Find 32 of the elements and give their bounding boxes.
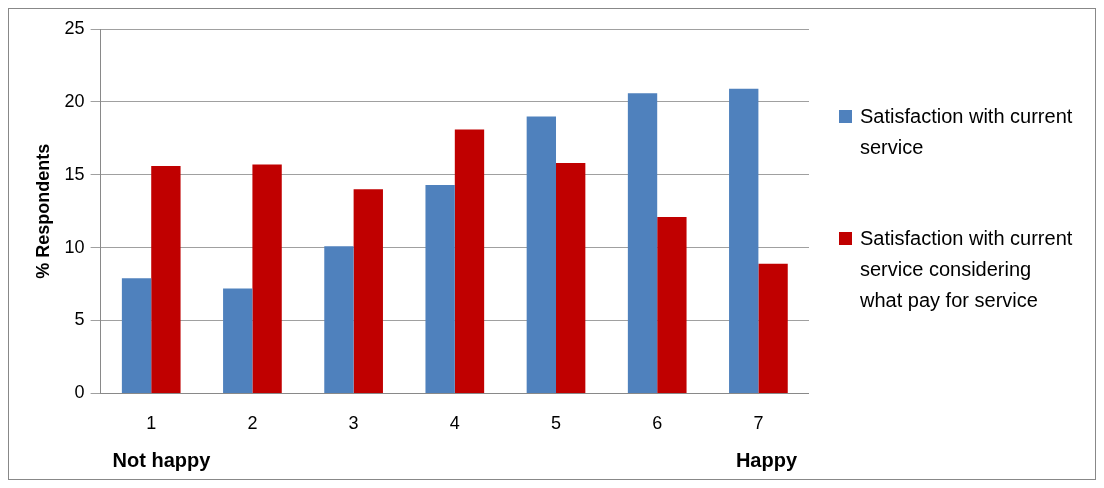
bar	[526, 116, 557, 393]
x-tick-label: 7	[753, 413, 764, 434]
text: Not happy	[112, 448, 212, 471]
x-tick-label: 2	[247, 413, 258, 434]
bar	[223, 288, 253, 393]
bar	[151, 166, 181, 393]
y-tick-label: 15	[64, 163, 85, 184]
bar	[353, 189, 383, 393]
x-tick-label: 1	[146, 413, 157, 434]
x-tick-label: 4	[449, 413, 460, 434]
bar	[556, 163, 586, 393]
bar	[657, 217, 687, 393]
bar	[425, 184, 455, 393]
legend-label: Satisfaction with current service	[860, 104, 1074, 160]
bar	[758, 263, 788, 393]
y-tick-label: 25	[64, 17, 85, 38]
bar	[121, 278, 152, 393]
bar	[324, 246, 354, 393]
y-tick-label: 20	[64, 90, 85, 111]
x-tick-label: 5	[551, 413, 562, 434]
y-tick-label: 5	[74, 309, 85, 330]
bar	[729, 88, 759, 393]
y-axis-title: % Respondents	[32, 143, 53, 279]
legend-label: Satisfaction with current service considering what pay for service	[860, 226, 1074, 313]
bar	[454, 129, 485, 393]
x-tick-label: 6	[652, 413, 663, 434]
x-tick-label: 3	[348, 413, 359, 434]
bar	[627, 93, 658, 393]
text: Happy	[735, 448, 798, 471]
y-tick-label: 0	[74, 382, 85, 403]
y-tick-label: 10	[64, 236, 85, 257]
bar	[252, 164, 282, 393]
